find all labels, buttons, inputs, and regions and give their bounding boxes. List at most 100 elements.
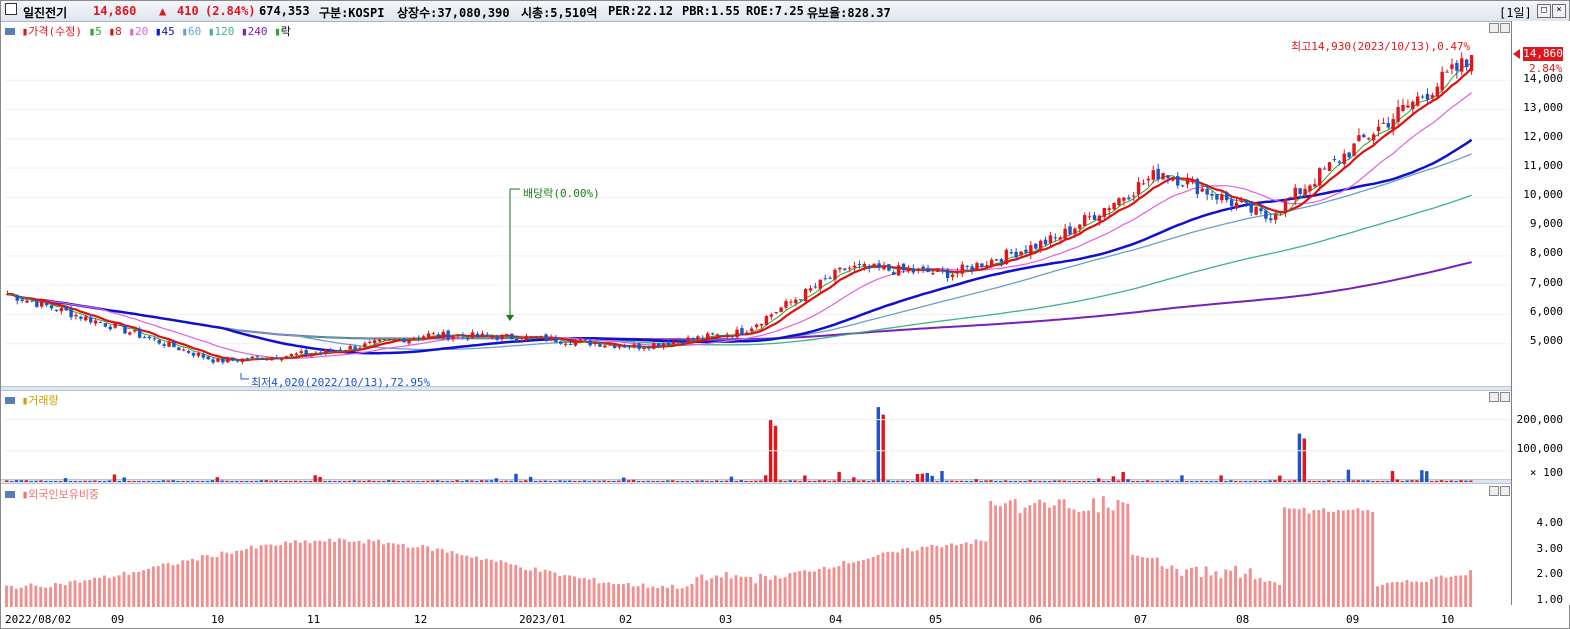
foreign-ratio-bar (323, 541, 327, 607)
foreign-ratio-bar (24, 585, 28, 607)
candle-body (147, 336, 152, 339)
panel-minimize-icon[interactable] (1489, 392, 1499, 402)
volume-bar (1175, 480, 1179, 482)
candle-body (402, 338, 406, 343)
volume-bar (171, 480, 175, 482)
period-button[interactable]: [1일] (1499, 6, 1532, 20)
volume-bar (822, 480, 827, 482)
foreign-ratio-bar (460, 555, 464, 607)
volume-bar (83, 480, 87, 482)
foreign-ratio-bar (289, 543, 292, 607)
volume-bar (249, 481, 254, 482)
candle-body (926, 268, 930, 273)
foreign-ratio-bar (817, 568, 821, 607)
candle-body (730, 336, 734, 338)
candle-body (20, 299, 24, 301)
foreign-ratio-bar (734, 575, 738, 607)
volume-bar (450, 481, 455, 482)
x-label: 06 (1029, 613, 1043, 626)
panel-close-icon[interactable] (1500, 23, 1510, 33)
candle-body (1269, 218, 1273, 221)
volume-bar (866, 481, 871, 482)
foreign-ratio-bar (308, 543, 312, 607)
panel-divider-1[interactable] (1, 386, 1569, 391)
volume-bar (176, 481, 180, 482)
candle-body (49, 305, 54, 309)
candle-body (314, 353, 318, 355)
candle-body (255, 356, 259, 358)
volume-bar (225, 480, 229, 482)
foreign-ratio-bar (333, 541, 337, 607)
foreign-ratio-bar (808, 571, 811, 607)
select-checkbox[interactable] (5, 3, 17, 15)
panel-minimize-icon[interactable] (1489, 23, 1499, 33)
volume-bar (68, 481, 73, 482)
candle-body (1063, 228, 1067, 239)
foreign-ratio-bar (93, 577, 97, 607)
candle-body (1386, 123, 1391, 128)
volume-bar (107, 480, 112, 482)
volume-bar (142, 481, 146, 482)
foreign-ratio-bar (1263, 581, 1267, 607)
maximize-icon[interactable]: □ (1537, 4, 1551, 18)
volume-bar (215, 477, 219, 482)
stock-name[interactable]: 일진전기 (23, 6, 68, 20)
foreign-ratio-bar (886, 551, 890, 607)
panel-close-icon[interactable] (1500, 392, 1510, 402)
foreign-ratio-bar (504, 562, 508, 607)
candle-body (1136, 182, 1141, 195)
dividend-arrow-icon (506, 315, 514, 321)
dividend-annotation: 배당락(0.00%) (523, 187, 600, 200)
foreign-ratio-bar (954, 545, 958, 607)
candle-body (1127, 197, 1131, 200)
foreign-ratio-bar (759, 573, 763, 607)
foreign-tick: 2.00 (1536, 567, 1564, 580)
candle-body (588, 340, 592, 346)
candle-body (642, 348, 646, 350)
foreign-ratio-bar (631, 586, 635, 607)
foreign-ratio-bar (391, 543, 395, 607)
volume-bar (386, 480, 391, 482)
volume-bar (832, 480, 836, 482)
volume-bar (891, 481, 895, 482)
candle-body (789, 301, 793, 303)
candle-body (774, 312, 778, 314)
volume-bar (1253, 480, 1258, 482)
candle-body (652, 343, 656, 349)
foreign-ratio-bar (337, 538, 341, 607)
volume-bar (1390, 471, 1395, 482)
candle-body (221, 357, 225, 363)
candle-body (1264, 210, 1268, 219)
foreign-ratio-bar (538, 571, 542, 607)
foreign-ratio-bar (166, 563, 170, 607)
foreign-ratio-bar (5, 585, 8, 607)
volume-bar (954, 480, 959, 482)
volume-bar (935, 481, 939, 482)
volume-bar (626, 480, 631, 482)
volume-bar (470, 480, 474, 482)
volume-bar (1444, 480, 1449, 482)
legend-ma45: 45 (161, 25, 175, 38)
close-icon[interactable]: × (1552, 4, 1566, 18)
foreign-ratio-bar (73, 580, 77, 607)
volume-bar (514, 473, 518, 482)
foreign-ratio-bar (582, 578, 586, 607)
panel-close-icon[interactable] (1500, 486, 1510, 496)
candle-body (1205, 188, 1209, 195)
candle-body (803, 288, 808, 301)
volume-bar (538, 480, 543, 482)
foreign-ratio-bar (1278, 584, 1282, 607)
foreign-ratio-bar (274, 545, 278, 607)
foreign-ratio-bar (303, 540, 307, 607)
candle-body (59, 307, 64, 312)
candle-body (142, 336, 147, 338)
candle-body (299, 351, 303, 354)
per-text: PER:22.12 (608, 4, 674, 18)
foreign-ratio-bar (1180, 575, 1184, 607)
volume-bar (1234, 481, 1238, 482)
volume-bar (1317, 480, 1321, 482)
panel-minimize-icon[interactable] (1489, 486, 1499, 496)
foreign-ratio-bar (852, 562, 856, 607)
candle-body (211, 359, 215, 363)
